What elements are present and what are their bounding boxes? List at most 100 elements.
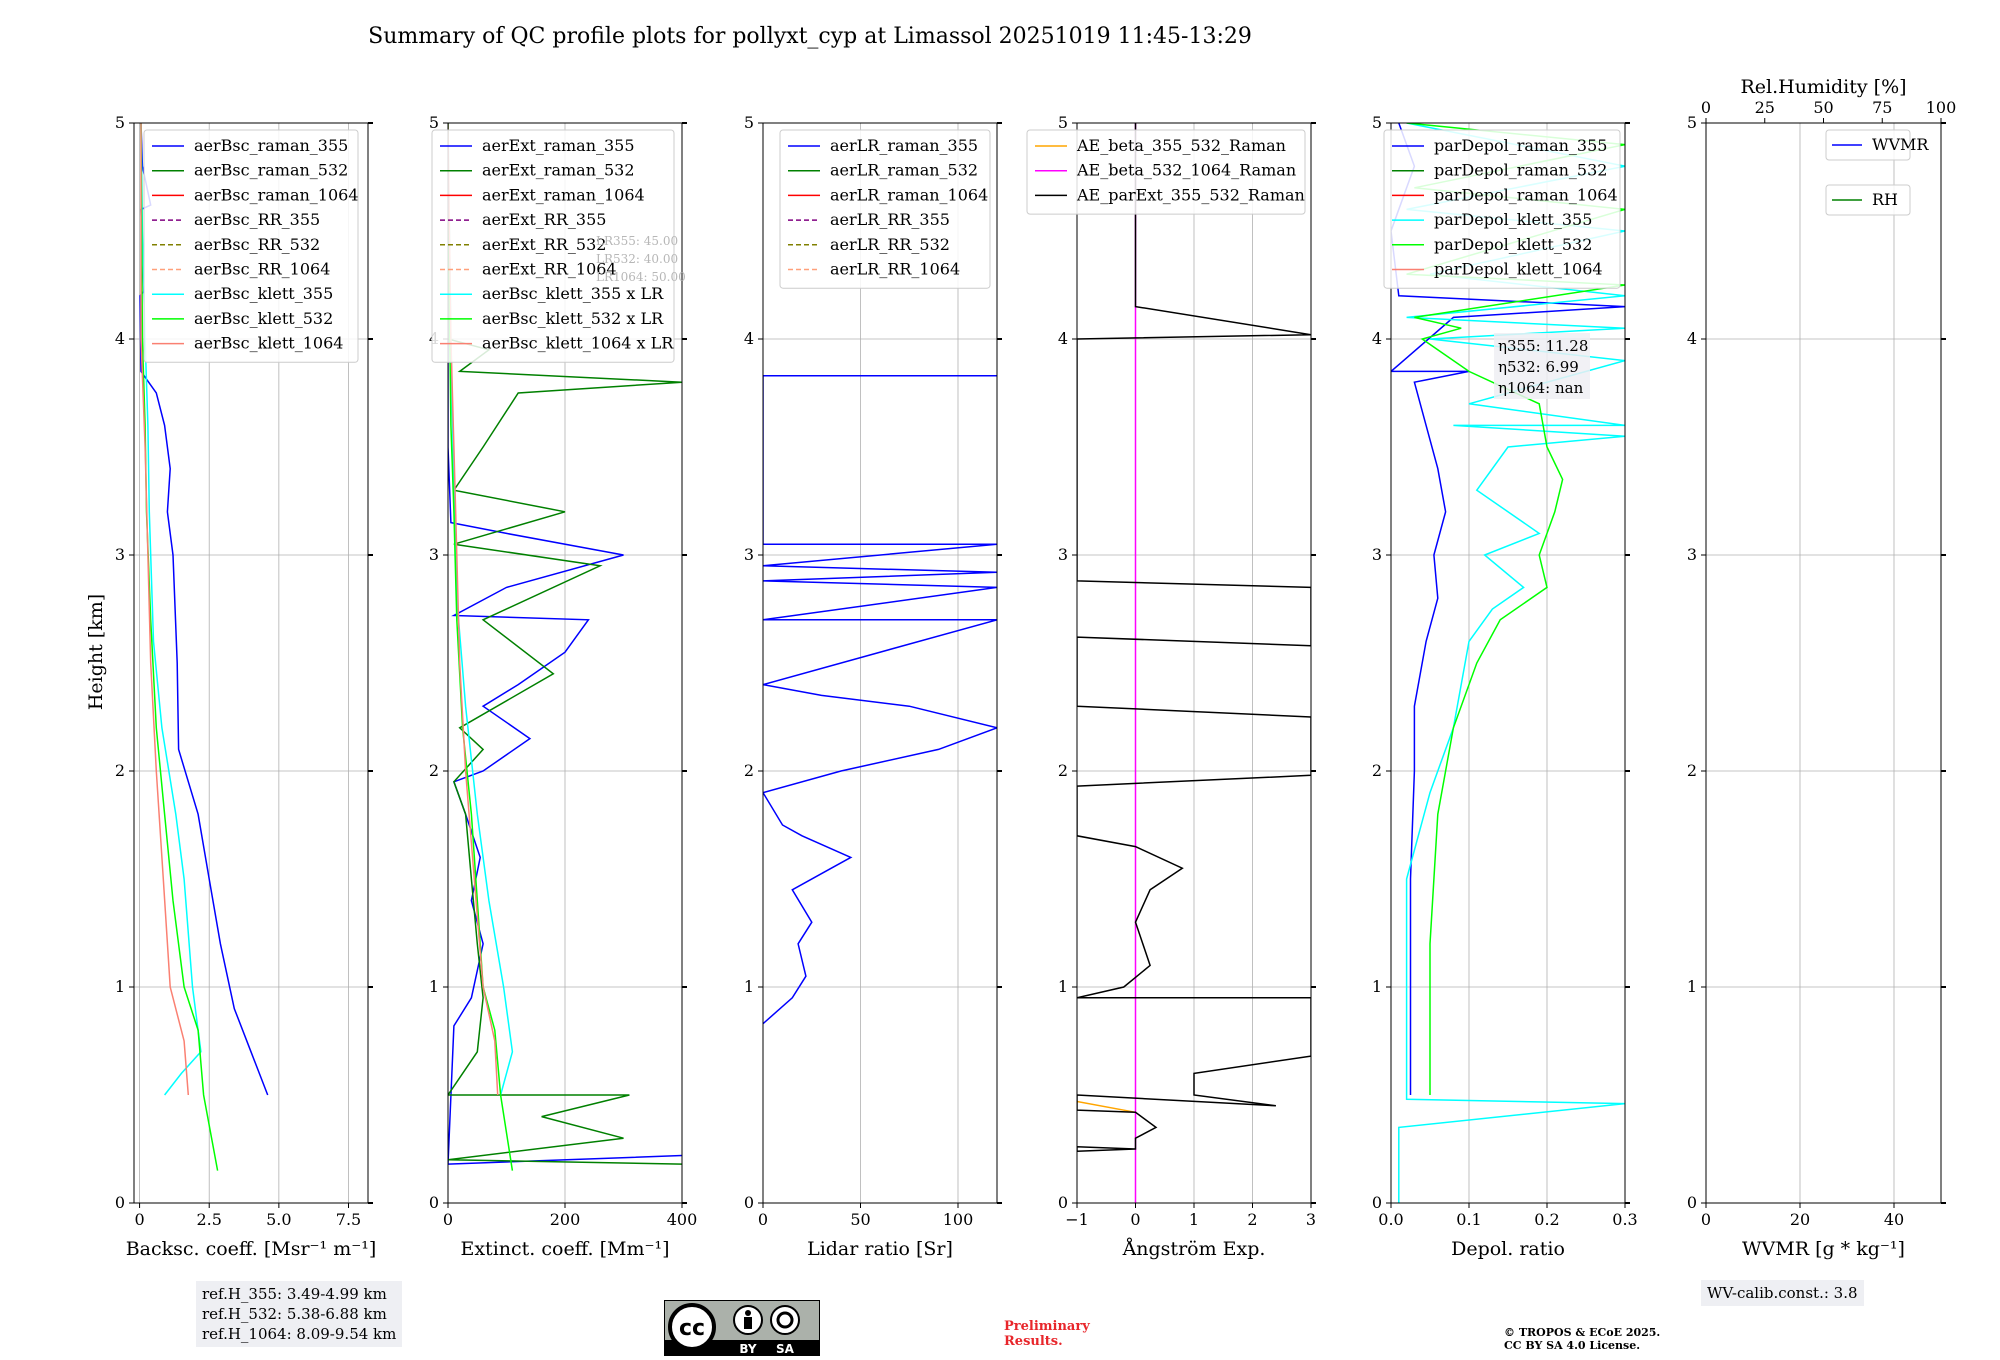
y-tick-label-lr: 2 — [744, 761, 754, 780]
legend-label: aerExt_RR_1064 — [482, 260, 617, 279]
y-tick-label-bsc: 4 — [115, 329, 125, 348]
y-tick-label-ext: 1 — [429, 977, 439, 996]
y-tick-label-ext: 5 — [429, 113, 439, 132]
legend-dep: parDepol_raman_355 parDepol_raman_532 parD… — [1383, 129, 1621, 289]
lr-note-text: LR355: 45.00 — [596, 234, 678, 248]
x-tick-label-wv: 40 — [1884, 1210, 1904, 1229]
y-tick-label-lr: 0 — [744, 1193, 754, 1212]
x-axis-label-lr: Lidar ratio [Sr] — [807, 1238, 953, 1260]
preliminary-results-note: Preliminary Results. — [1004, 1319, 1090, 1349]
legend-label: RH — [1872, 190, 1898, 209]
y-tick-label-lr: 5 — [744, 113, 754, 132]
axes-frame-wv — [1705, 122, 1942, 1204]
legend-label: aerBsc_RR_355 — [194, 210, 320, 229]
y-tick-label-dep: 0 — [1372, 1193, 1382, 1212]
legend-label: aerExt_RR_532 — [482, 235, 606, 254]
by-label: BY — [739, 1342, 756, 1356]
y-tick-label-bsc: 3 — [115, 545, 125, 564]
x-tick-label-dep: 0.0 — [1378, 1210, 1403, 1229]
y-tick-label-ae: 2 — [1058, 761, 1068, 780]
legend-label: aerExt_RR_355 — [482, 210, 606, 229]
y-tick-label-dep: 5 — [1372, 113, 1382, 132]
x-tick-label-wv: 0 — [1701, 1210, 1711, 1229]
y-tick-label-bsc: 2 — [115, 761, 125, 780]
reference-height-box: ref.H_355: 3.49-4.99 km ref.H_532: 5.38-… — [196, 1281, 403, 1347]
top-x-tick-label-wv: 50 — [1813, 98, 1833, 117]
panel-wv: 0 20 40 0 1 2 3 4 5 WVMR [g * kg⁻¹] 0 25 50 75 100 Rel.… — [1687, 76, 1956, 1260]
legend-label: parDepol_raman_355 — [1434, 136, 1607, 155]
lr-note-text: LR1064: 50.00 — [596, 270, 686, 284]
x-tick-label-ae: 3 — [1306, 1210, 1316, 1229]
x-axis-label-dep: Depol. ratio — [1451, 1238, 1565, 1260]
legend-label: aerExt_raman_1064 — [482, 185, 645, 204]
y-tick-label-wv: 5 — [1687, 113, 1697, 132]
y-tick-label-dep: 3 — [1372, 545, 1382, 564]
y-tick-label-lr: 1 — [744, 977, 754, 996]
series-group-lr — [763, 374, 997, 1025]
top-x-tick-label-wv: 75 — [1872, 98, 1892, 117]
figure-title: Summary of QC profile plots for pollyxt_… — [368, 24, 1252, 49]
legend-label: aerLR_RR_1064 — [830, 260, 960, 279]
y-tick-label-dep: 4 — [1372, 329, 1382, 348]
top-x-tick-label-wv: 25 — [1755, 98, 1775, 117]
series-line-aerBsc_klett_1064 — [140, 123, 190, 1096]
cc-logo-text: cc — [679, 1316, 705, 1341]
legend-label: aerBsc_klett_1064 x LR — [482, 334, 674, 353]
x-tick-label-bsc: 7.5 — [336, 1210, 361, 1229]
legend-label: aerLR_raman_532 — [830, 161, 978, 180]
legend-label: aerBsc_klett_355 — [194, 284, 333, 303]
legend-label: aerBsc_raman_1064 — [194, 185, 359, 204]
eta-label: η355: 11.28 — [1498, 337, 1588, 355]
y-tick-label-wv: 3 — [1687, 545, 1697, 564]
x-tick-label-ext: 400 — [667, 1210, 698, 1229]
top-x-axis-label-wv: Rel.Humidity [%] — [1740, 76, 1906, 98]
legend-label: aerBsc_raman_532 — [194, 161, 348, 180]
sa-share-arrow — [776, 1311, 794, 1329]
series-line-aerLR_raman_355 — [763, 374, 997, 1025]
x-tick-label-ext: 0 — [443, 1210, 453, 1229]
legend-label: parDepol_klett_1064 — [1434, 260, 1603, 279]
series-line-AE_beta_355_532_Raman — [1077, 1100, 1136, 1114]
legend-box — [1383, 129, 1621, 289]
legend-label: aerLR_raman_355 — [830, 136, 978, 155]
wv-calibration-text: WV-calib.const.: 3.8 — [1707, 1284, 1858, 1302]
legend-box — [779, 129, 991, 289]
eta-box — [1494, 333, 1590, 399]
legend-label: AE_beta_355_532_Raman — [1076, 136, 1286, 155]
legend-ae: AE_beta_355_532_Raman AE_beta_532_1064_Ra… — [1026, 129, 1306, 215]
axes-frame-dep — [1390, 122, 1626, 1204]
legend-label: aerLR_RR_355 — [830, 210, 950, 229]
legend-label: parDepol_klett_355 — [1434, 210, 1592, 229]
x-tick-label-lr: 0 — [758, 1210, 768, 1229]
cc-logo-icon — [668, 1303, 716, 1351]
wv-calibration-box: WV-calib.const.: 3.8 — [1701, 1280, 1864, 1306]
x-tick-label-bsc: 2.5 — [196, 1210, 221, 1229]
series-line-AE_parExt_355_532_Raman — [1077, 123, 1311, 1152]
y-tick-label-ext: 2 — [429, 761, 439, 780]
copyright-line-2: CC BY SA 4.0 License. — [1504, 1339, 1641, 1352]
legend-wv: WVMR RH — [1825, 129, 1929, 216]
y-tick-label-bsc: 1 — [115, 977, 125, 996]
legend-ext: aerExt_raman_355 aerExt_raman_532 aerExt_r… — [431, 129, 675, 363]
panel-lr: 0 50 100 0 1 2 3 4 5 Lidar ratio [Sr] aerLR_raman_… — [744, 113, 1002, 1260]
x-tick-label-ae: −1 — [1065, 1210, 1089, 1229]
x-tick-label-ext: 200 — [550, 1210, 581, 1229]
panel-dep: 0.0 0.1 0.2 0.3 0 1 2 3 4 5 Depol. ratio parDepol_r… — [1372, 113, 1638, 1260]
y-tick-label-lr: 3 — [744, 545, 754, 564]
y-tick-label-bsc: 5 — [115, 113, 125, 132]
series-line-aerExt_raman_355 — [448, 123, 682, 1165]
sa-share-icon — [770, 1305, 800, 1335]
by-person-body — [744, 1317, 752, 1329]
copyright-line-1: © TROPOS & ECoE 2025. — [1504, 1326, 1661, 1339]
legend-label: aerExt_raman_532 — [482, 161, 635, 180]
x-tick-label-ae: 2 — [1247, 1210, 1257, 1229]
x-axis-label-ae: Ångström Exp. — [1122, 1238, 1266, 1260]
y-tick-label-ae: 5 — [1058, 113, 1068, 132]
ref-height-532: ref.H_532: 5.38-6.88 km — [202, 1305, 387, 1323]
y-tick-label-bsc: 0 — [115, 1193, 125, 1212]
x-axis-label-bsc: Backsc. coeff. [Msr⁻¹ m⁻¹] — [126, 1238, 377, 1260]
x-tick-label-wv: 20 — [1790, 1210, 1810, 1229]
legend-label: aerBsc_klett_355 x LR — [482, 284, 664, 303]
legend-label: aerLR_raman_1064 — [830, 185, 988, 204]
